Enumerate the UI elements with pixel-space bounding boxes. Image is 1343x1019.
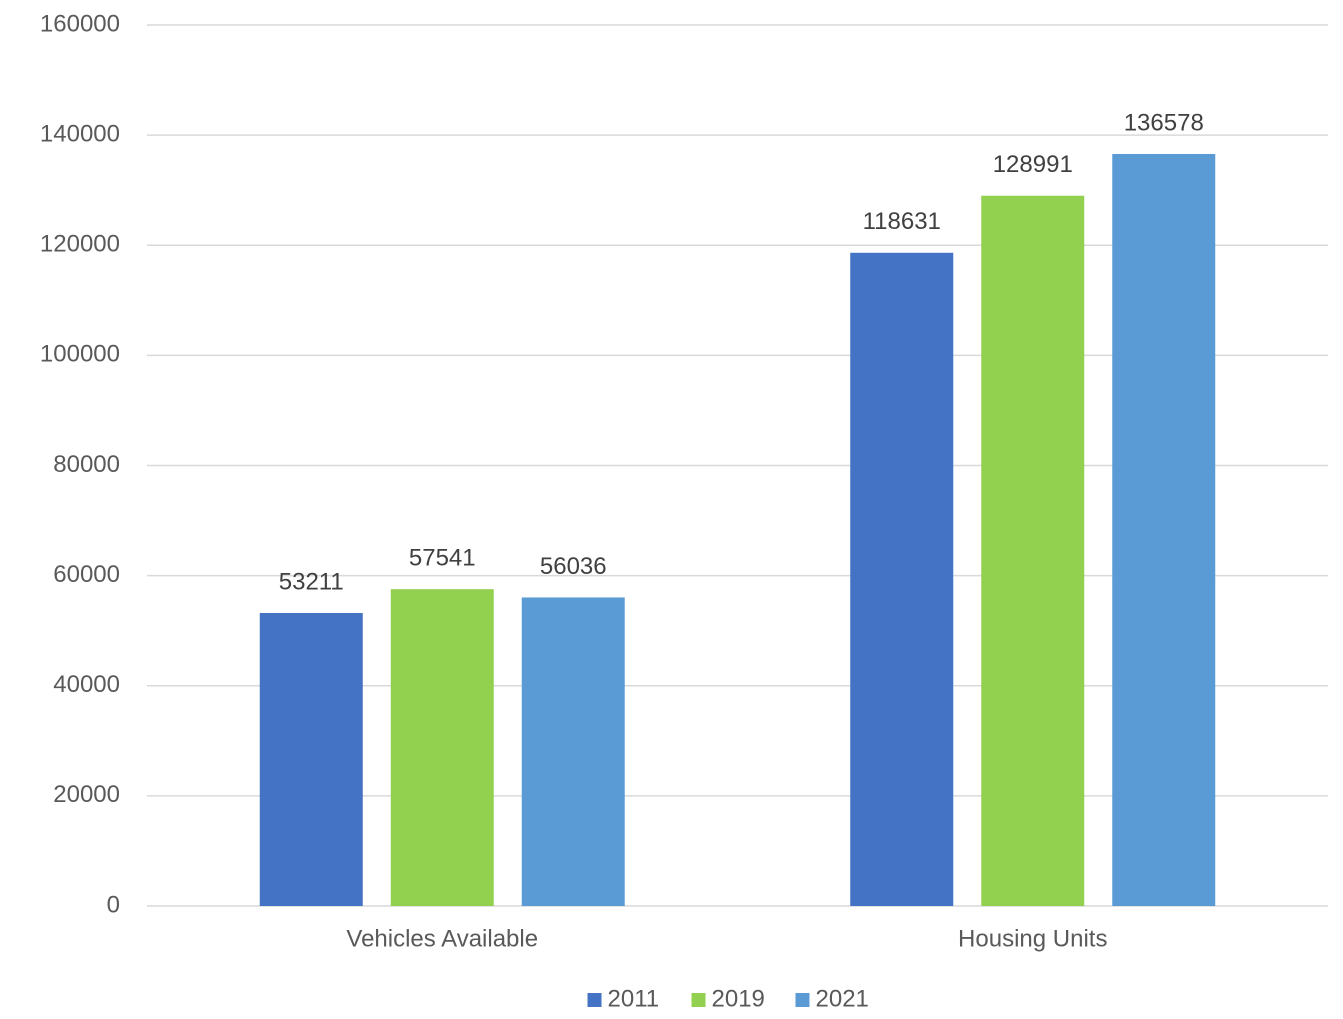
legend-label: 2021 [816,985,869,1012]
bar [981,195,1085,907]
legend-label: 2011 [608,985,660,1012]
x-tick-label: Vehicles Available [346,925,538,952]
y-tick-label: 120000 [40,231,120,258]
bar [259,613,363,906]
y-tick-label: 100000 [40,341,120,368]
bar [390,589,494,906]
y-tick-label: 0 [107,891,120,918]
legend-swatch [587,993,602,1007]
data-label: 57541 [409,545,476,572]
data-label: 118631 [863,208,941,235]
y-tick-label: 140000 [40,120,120,147]
bar [850,252,954,906]
legend-label: 2019 [712,985,765,1012]
y-tick-label: 20000 [53,781,120,808]
legend-swatch [691,993,706,1007]
y-tick-label: 160000 [40,10,120,37]
x-tick-label: Housing Units [958,925,1107,952]
data-label: 53211 [279,568,344,595]
y-tick-label: 80000 [53,451,120,478]
y-tick-label: 60000 [53,561,120,588]
bar [1112,153,1216,906]
legend-swatch [795,993,810,1007]
data-label: 56036 [540,553,607,580]
bar [521,597,625,906]
y-tick-label: 40000 [53,671,120,698]
data-label: 136578 [1124,109,1204,136]
data-label: 128991 [993,151,1073,178]
